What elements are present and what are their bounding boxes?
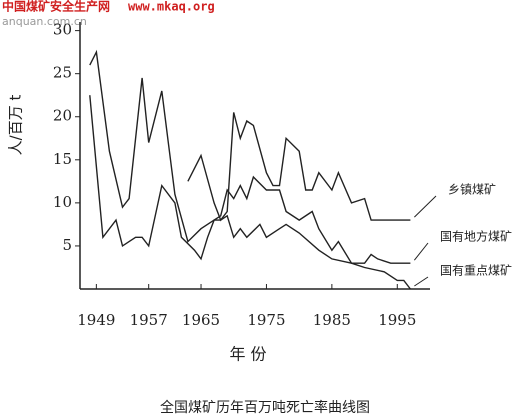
x-tick-label: 1985 [313, 311, 351, 329]
y-tick-label: 5 [62, 236, 72, 254]
y-axis-label: 人/百万 t [7, 95, 25, 156]
legend-label: 国有重点煤矿 [440, 264, 512, 278]
watermark-site: 中国煤矿安全生产网 [2, 0, 110, 14]
y-tick-label: 25 [53, 64, 72, 82]
y-tick-label: 15 [53, 150, 72, 168]
series-line [187, 112, 411, 222]
x-axis-label: 年 份 [229, 345, 266, 364]
legend-label: 乡镇煤矿 [448, 183, 496, 197]
series-line [89, 49, 411, 264]
x-tick-label: 1949 [77, 311, 115, 329]
x-tick-label: 1965 [182, 311, 220, 329]
y-tick-label: 10 [53, 193, 72, 211]
watermark-domain: anquan.com.cn [2, 15, 87, 28]
legend-label: 国有地方煤矿 [440, 229, 512, 244]
x-tick-label: 1975 [247, 311, 285, 329]
leader-line [413, 242, 429, 261]
leader-line [414, 276, 429, 287]
series-line [89, 95, 411, 290]
caption: 全国煤矿历年百万吨死亡率曲线图 [160, 399, 370, 416]
x-tick-label: 1957 [130, 311, 168, 329]
leader-line [414, 195, 437, 218]
y-tick-label: 30 [53, 21, 72, 39]
x-tick-label: 1995 [378, 311, 416, 329]
y-tick-label: 20 [53, 107, 72, 125]
watermark-url: www.mkaq.org [128, 0, 215, 14]
